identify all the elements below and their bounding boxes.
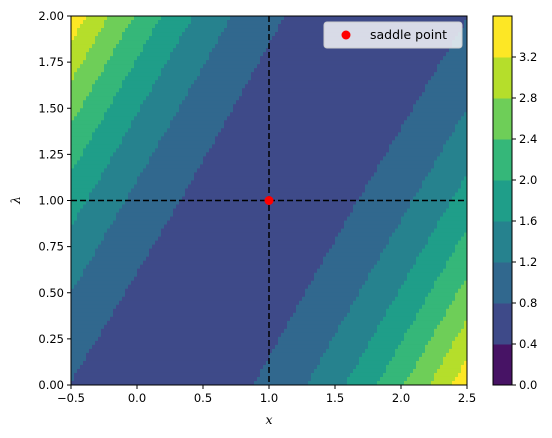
x-tick: 0.0 (128, 385, 146, 405)
x-axis-label: x (265, 412, 272, 427)
legend-marker (341, 30, 351, 40)
colorbar-tick-label: 1.6 (519, 214, 537, 228)
colorbar-frame (492, 15, 513, 386)
y-tick: 0.50 (38, 286, 71, 300)
y-tick-label: 0.00 (38, 378, 64, 392)
colorbar-tick-label: 0.4 (519, 337, 537, 351)
x-tick-label: 0.0 (128, 391, 146, 405)
colorbar-band (493, 344, 512, 386)
y-tick: 0.00 (38, 378, 71, 392)
x-tick: 2.0 (392, 385, 410, 405)
colorbar-band (493, 139, 512, 181)
y-tick-label: 0.75 (38, 240, 64, 254)
y-tick-label: 1.00 (38, 194, 64, 208)
x-tick: 1.5 (326, 385, 344, 405)
legend-box (323, 21, 463, 49)
colorbar-tick: 2.4 (512, 132, 537, 146)
x-tick-label: 2.0 (392, 391, 410, 405)
colorbar-tick: 2.0 (512, 173, 537, 187)
x-tick: 2.5 (458, 385, 476, 405)
colorbar-tick-label: 2.0 (519, 173, 537, 187)
y-tick: 1.25 (38, 147, 71, 161)
x-tick: 0.5 (194, 385, 212, 405)
colorbar-tick-label: 3.2 (519, 50, 537, 64)
y-tick-label: 1.75 (38, 55, 64, 69)
y-tick-label: 0.25 (38, 332, 64, 346)
colorbar-tick-label: 2.4 (519, 132, 537, 146)
colorbar-band (493, 262, 512, 304)
colorbar-band (493, 221, 512, 263)
colorbar-band (493, 303, 512, 345)
x-tick-label: 1.5 (326, 391, 344, 405)
colorbar-band (493, 16, 512, 58)
legend-label: saddle point (370, 27, 447, 42)
colorbar-band (493, 180, 512, 222)
y-tick: 0.25 (38, 332, 71, 346)
x-tick-label: 2.5 (458, 391, 476, 405)
contour-fill (71, 16, 467, 385)
colorbar: 0.0 0.4 0.8 1.2 1.6 2.0 2.4 2.8 3.2 (492, 15, 537, 392)
colorbar-tick-label: 1.2 (519, 255, 537, 269)
legend: saddle point (323, 21, 463, 49)
colorbar-tick: 0.8 (512, 296, 537, 310)
y-tick: 1.50 (38, 101, 71, 115)
x-tick-label: 0.5 (194, 391, 212, 405)
x-tick: 1.0 (260, 385, 278, 405)
colorbar-tick: 0.0 (512, 378, 537, 392)
plot-area (70, 15, 468, 386)
y-tick: 1.00 (38, 194, 71, 208)
x-tick-label: −0.5 (57, 391, 85, 405)
colorbar-tick-label: 2.8 (519, 91, 537, 105)
colorbar-tick: 3.2 (512, 50, 537, 64)
saddle-point-marker (264, 196, 274, 205)
colorbar-band (493, 98, 512, 140)
colorbar-tick: 2.8 (512, 91, 537, 105)
colorbar-tick: 1.2 (512, 255, 537, 269)
colorbar-tick-label: 0.8 (519, 296, 537, 310)
y-tick: 2.00 (38, 9, 71, 23)
y-tick: 1.75 (38, 55, 71, 69)
x-tick-label: 1.0 (260, 391, 278, 405)
x-axis-ticks: −0.5 0.0 0.5 1.0 1.5 2.0 2.5 (57, 385, 476, 405)
y-tick: 0.75 (38, 240, 71, 254)
colorbar-band (493, 57, 512, 99)
colorbar-tick-label: 0.0 (519, 378, 537, 392)
y-tick-label: 2.00 (38, 9, 64, 23)
x-tick: −0.5 (57, 385, 85, 405)
colorbar-tick: 1.6 (512, 214, 537, 228)
y-axis-label: λ (8, 196, 23, 205)
y-tick-label: 1.50 (38, 101, 64, 115)
y-tick-label: 0.50 (38, 286, 64, 300)
y-tick-label: 1.25 (38, 147, 64, 161)
y-axis-ticks: 0.00 0.25 0.50 0.75 1.00 1.25 1.50 1.75 2.00 (38, 9, 71, 392)
colorbar-tick: 0.4 (512, 337, 537, 351)
